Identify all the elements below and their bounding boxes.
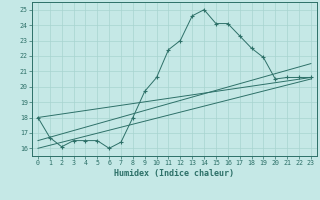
X-axis label: Humidex (Indice chaleur): Humidex (Indice chaleur) [115,169,234,178]
